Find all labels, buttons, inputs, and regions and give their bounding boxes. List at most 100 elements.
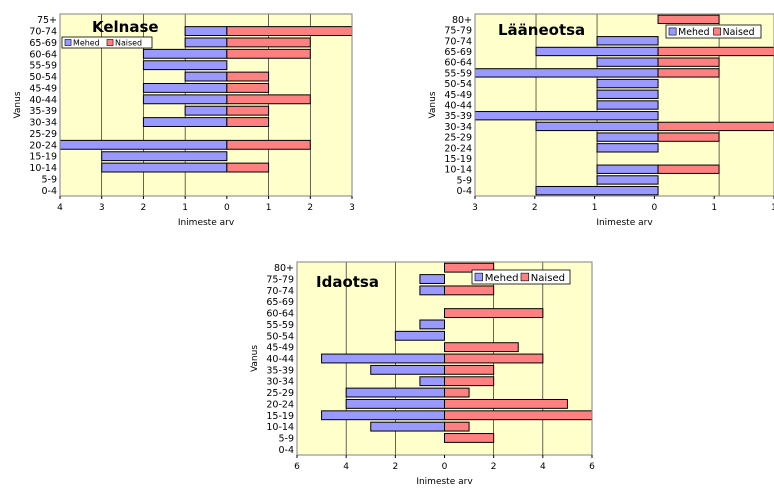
- bar-male: [370, 364, 445, 375]
- bar-female: [226, 105, 270, 116]
- plot-border: [59, 13, 353, 197]
- y-axis-title: Vanus: [250, 345, 260, 372]
- x-axis-title: Inimeste arv: [416, 477, 473, 487]
- x-tick-label: 3: [349, 203, 355, 213]
- y-tick-label: 75-79: [444, 26, 472, 37]
- y-tick-label: 0-4: [41, 186, 57, 197]
- y-tick-label: 70-74: [29, 27, 57, 38]
- bar-male: [596, 100, 659, 110]
- bar-female: [444, 376, 495, 387]
- y-tick-label: 30-34: [266, 377, 294, 388]
- bar-female: [657, 46, 774, 57]
- y-tick-label: 10-14: [29, 163, 57, 174]
- y-tick-label: 30-34: [444, 122, 472, 133]
- legend-swatch-female: [520, 272, 529, 282]
- bar-female: [444, 342, 519, 353]
- y-tick-label: 15-19: [266, 411, 294, 422]
- bar-male: [419, 285, 445, 296]
- legend-label-female: Naised: [115, 39, 142, 48]
- x-tick-label: 1: [592, 203, 598, 213]
- y-tick-label: 55-59: [266, 320, 294, 331]
- plot-border: [474, 13, 774, 197]
- y-tick-label: 0-4: [278, 445, 294, 456]
- x-tick-label: 4: [57, 203, 63, 213]
- x-tick-label: 6: [294, 462, 300, 472]
- bar-male: [321, 410, 446, 421]
- legend-swatch-male: [64, 39, 72, 46]
- bar-female: [444, 353, 544, 364]
- y-tick-label: 25-29: [444, 133, 472, 144]
- bar-female: [444, 410, 593, 421]
- y-tick-label: 25-29: [266, 388, 294, 399]
- y-tick-label: 35-39: [29, 106, 57, 117]
- y-tick-label: 60-64: [29, 49, 57, 60]
- y-tick-label: 40-44: [266, 354, 294, 365]
- chart-title: Lääneotsa: [498, 21, 585, 39]
- x-tick-label: 0: [224, 203, 230, 213]
- x-axis-title: Inimeste arv: [596, 218, 653, 228]
- bar-female: [226, 48, 311, 59]
- x-tick-label: 2: [307, 203, 313, 213]
- y-tick-label: 20-24: [266, 399, 294, 410]
- bar-female: [444, 285, 495, 296]
- bar-female: [444, 398, 568, 409]
- y-tick-label: 60-64: [444, 58, 472, 69]
- bar-male: [596, 36, 659, 46]
- bar-male: [370, 421, 445, 432]
- chart-title: Idaotsa: [316, 273, 379, 291]
- x-tick-label: 0: [652, 203, 658, 213]
- bar-male: [419, 376, 445, 387]
- x-tick-label: 1: [182, 203, 188, 213]
- y-tick-label: 70-74: [444, 36, 472, 47]
- bar-male: [142, 60, 228, 71]
- legend-swatch-male: [474, 272, 483, 282]
- bar-male: [345, 398, 445, 409]
- x-tick-label: 4: [343, 462, 349, 472]
- chart-title: Kelnase: [92, 18, 159, 36]
- legend-label-male: Mehed: [73, 39, 100, 48]
- bar-female: [657, 121, 774, 132]
- legend-swatch-female: [713, 27, 721, 36]
- y-tick-label: 5-9: [41, 174, 57, 185]
- y-tick-label: 5-9: [278, 433, 294, 444]
- y-axis-title: Vanus: [428, 91, 438, 118]
- bar-female: [226, 71, 270, 82]
- y-tick-label: 75+: [37, 15, 57, 26]
- bar-female: [657, 68, 720, 78]
- y-tick-label: 40-44: [444, 101, 472, 112]
- y-tick-label: 30-34: [29, 118, 57, 129]
- y-tick-label: 65-69: [266, 297, 294, 308]
- bar-female: [226, 94, 311, 105]
- bar-male: [101, 151, 228, 162]
- bar-female: [226, 37, 311, 48]
- bar-female: [657, 164, 720, 174]
- x-tick-label: 2: [392, 462, 398, 472]
- x-tick-label: 1: [711, 203, 717, 213]
- bar-female: [226, 162, 270, 173]
- x-tick-label: 2: [491, 462, 497, 472]
- bar-male: [321, 353, 446, 364]
- y-tick-label: 50-54: [266, 331, 294, 342]
- y-tick-label: 50-54: [29, 72, 57, 83]
- x-tick-label: 1: [771, 203, 774, 213]
- bar-male: [419, 319, 445, 330]
- legend: Mehed Naised: [471, 269, 571, 285]
- y-tick-label: 75-79: [266, 275, 294, 286]
- legend-label-male: Mehed: [678, 27, 709, 38]
- y-tick-label: 15-19: [29, 152, 57, 163]
- y-tick-label: 15-19: [444, 154, 472, 165]
- bar-female: [657, 14, 720, 25]
- bar-female: [444, 433, 495, 443]
- legend: Mehed Naised: [61, 36, 153, 49]
- bar-female: [444, 262, 495, 273]
- bar-female: [657, 57, 720, 67]
- y-tick-label: 40-44: [29, 95, 57, 106]
- y-tick-label: 55-59: [29, 61, 57, 72]
- legend-swatch-female: [106, 39, 114, 46]
- x-tick-label: 0: [442, 462, 448, 472]
- legend: Mehed Naised: [665, 24, 762, 39]
- bar-female: [226, 83, 270, 93]
